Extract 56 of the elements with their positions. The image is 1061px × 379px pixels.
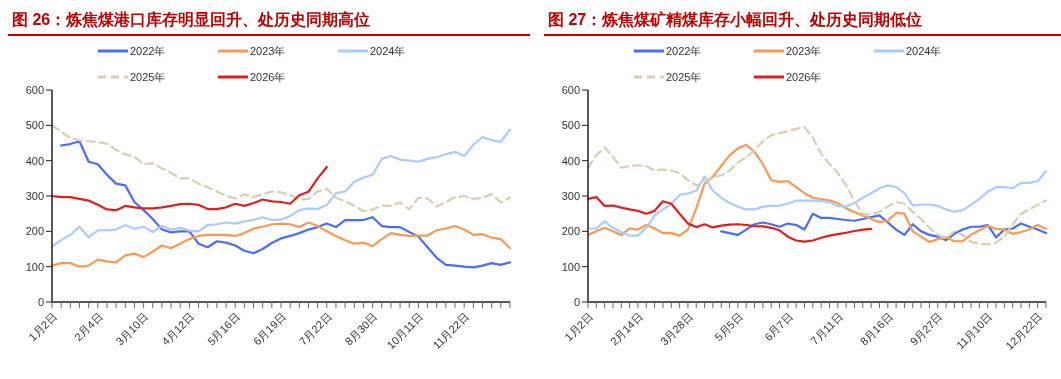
line-series xyxy=(586,143,1048,244)
chart-title: 图 27：炼焦煤矿精煤库存小幅回升、处历史同期低位 xyxy=(544,8,1061,36)
x-tick-label: 5月16日 xyxy=(205,310,243,348)
x-tick-label: 10月11日 xyxy=(384,310,426,352)
legend-label: 2024年 xyxy=(906,44,942,59)
y-tick-label: 300 xyxy=(561,189,580,202)
legend-label: 2023年 xyxy=(786,44,822,59)
y-tick-label: 600 xyxy=(25,83,44,96)
x-tick-label: 1月2日 xyxy=(26,310,59,344)
x-tick-label: 5月5日 xyxy=(712,310,745,344)
y-tick-label: 100 xyxy=(561,260,580,273)
x-tick-label: 7月11日 xyxy=(808,310,845,347)
y-tick-label: 200 xyxy=(25,225,44,238)
y-tick-label: 0 xyxy=(37,295,44,308)
y-tick-label: 400 xyxy=(25,154,44,167)
y-tick-label: 400 xyxy=(561,154,580,167)
y-tick-label: 500 xyxy=(25,119,44,132)
x-tick-label: 8月30日 xyxy=(342,310,380,348)
legend-label: 2022年 xyxy=(130,44,166,59)
y-tick-label: 500 xyxy=(561,119,580,132)
line-series xyxy=(50,128,512,248)
x-tick-label: 4月12日 xyxy=(159,310,197,348)
x-tick-label: 1月2日 xyxy=(562,310,595,344)
x-tick-label: 6月7日 xyxy=(762,310,795,344)
x-tick-label: 3月28日 xyxy=(657,310,695,348)
legend-label: 2025年 xyxy=(130,70,166,85)
legend-label: 2022年 xyxy=(666,44,702,59)
legend-label: 2026年 xyxy=(250,70,286,85)
y-tick-label: 200 xyxy=(561,225,580,238)
line-series xyxy=(60,140,512,269)
x-tick-label: 2月14日 xyxy=(607,310,645,348)
x-tick-label: 6月19日 xyxy=(250,310,288,348)
y-tick-label: 600 xyxy=(561,83,580,96)
x-tick-label: 8月16日 xyxy=(857,310,895,348)
y-tick-label: 300 xyxy=(25,189,44,202)
legend-label: 2023年 xyxy=(250,44,286,59)
line-series xyxy=(50,165,328,212)
legend-label: 2026年 xyxy=(786,70,822,85)
x-tick-label: 12月22日 xyxy=(1003,310,1045,352)
line-series xyxy=(50,221,512,268)
chart-title: 图 26：炼焦煤港口库存明显回升、处历史同期高位 xyxy=(8,8,530,36)
line-series xyxy=(586,170,1048,237)
x-tick-label: 3月10日 xyxy=(113,310,151,348)
x-tick-label: 7月22日 xyxy=(296,310,334,348)
y-tick-label: 0 xyxy=(573,295,580,308)
line-series xyxy=(586,195,873,243)
y-tick-label: 100 xyxy=(25,260,44,273)
x-tick-label: 11月22日 xyxy=(430,310,472,352)
x-tick-label: 11月10日 xyxy=(953,310,995,352)
legend-label: 2025年 xyxy=(666,70,702,85)
line-series xyxy=(586,126,1048,246)
line-series xyxy=(50,124,512,213)
x-tick-label: 2月4日 xyxy=(72,310,105,344)
legend-label: 2024年 xyxy=(370,44,406,59)
line-series xyxy=(720,212,1048,242)
x-tick-label: 9月27日 xyxy=(907,310,945,348)
